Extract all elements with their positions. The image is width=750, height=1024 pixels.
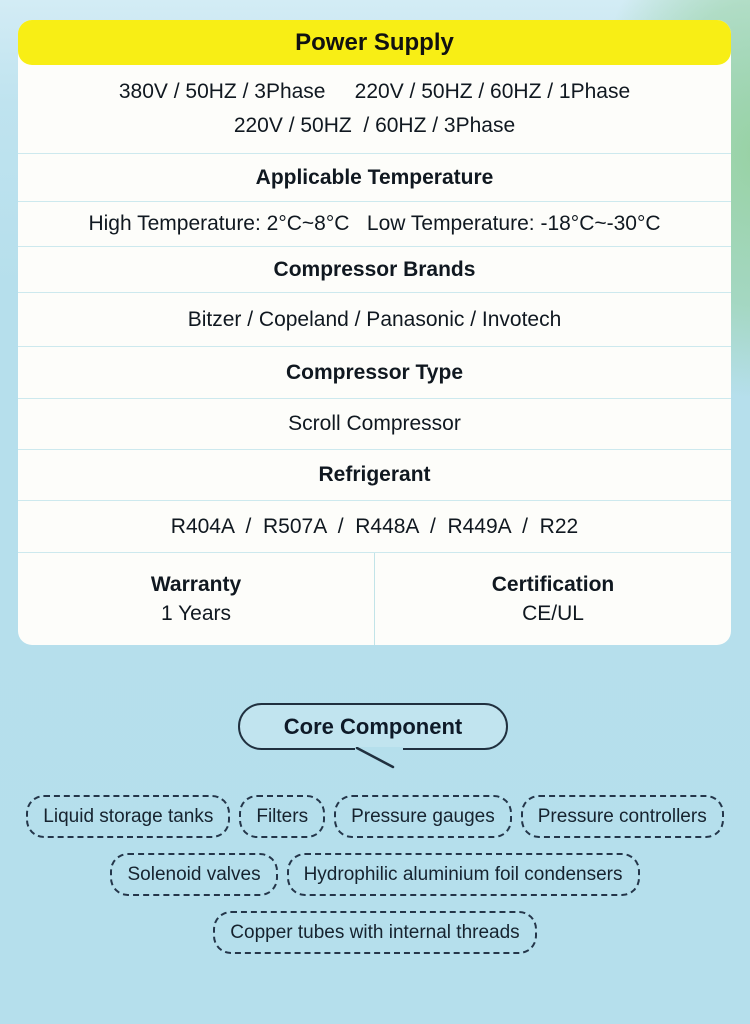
core-component-bubble: Core Component xyxy=(238,703,508,750)
spec-row-power-supply: 380V / 50HZ / 3Phase 220V / 50HZ / 60HZ … xyxy=(18,65,731,153)
spec-label-applicable-temperature: Applicable Temperature xyxy=(18,153,731,201)
chip-pressure-controllers: Pressure controllers xyxy=(520,795,724,838)
core-component-chips: Liquid storage tanks Filters Pressure ga… xyxy=(0,795,750,954)
spec-table-title: Power Supply xyxy=(295,28,454,56)
spec-value-compressor-brands: Bitzer / Copeland / Panasonic / Invotech xyxy=(18,292,731,346)
spec-value-applicable-temperature: High Temperature: 2°C~8°C Low Temperatur… xyxy=(18,201,731,246)
spec-label-refrigerant: Refrigerant xyxy=(18,449,731,500)
chip-copper-tubes: Copper tubes with internal threads xyxy=(213,911,537,954)
spec-label-compressor-brands: Compressor Brands xyxy=(18,246,731,292)
chip-row-1: Liquid storage tanks Filters Pressure ga… xyxy=(0,795,750,838)
core-component-title: Core Component xyxy=(283,713,463,739)
chip-liquid-storage-tanks: Liquid storage tanks xyxy=(26,795,231,838)
chip-hydrophilic-condensers: Hydrophilic aluminium foil condensers xyxy=(286,853,640,896)
spec-value-refrigerant: R404A / R507A / R448A / R449A / R22 xyxy=(18,500,731,552)
spec-table: Power Supply 380V / 50HZ / 3Phase 220V /… xyxy=(18,20,731,645)
warranty-value: 1 Years xyxy=(160,602,232,625)
certification-value: CE/UL xyxy=(522,602,584,625)
chip-pressure-gauges: Pressure gauges xyxy=(334,795,512,838)
power-supply-line-2: 220V / 50HZ / 60HZ / 3Phase xyxy=(233,114,516,137)
spec-row-warranty-certification: Warranty 1 Years Certification CE/UL xyxy=(18,552,731,645)
spec-label-compressor-type: Compressor Type xyxy=(18,346,731,398)
warranty-label: Warranty xyxy=(150,573,242,596)
spec-value-compressor-type: Scroll Compressor xyxy=(18,398,731,449)
power-supply-line-1: 380V / 50HZ / 3Phase 220V / 50HZ / 60HZ … xyxy=(118,80,631,103)
chip-solenoid-valves: Solenoid valves xyxy=(110,853,278,896)
bubble-tail xyxy=(355,747,403,769)
chip-filters: Filters xyxy=(239,795,326,838)
chip-row-2: Solenoid valves Hydrophilic aluminium fo… xyxy=(0,853,750,896)
warranty-cell: Warranty 1 Years xyxy=(18,553,374,645)
chip-row-3: Copper tubes with internal threads xyxy=(0,911,750,954)
certification-cell: Certification CE/UL xyxy=(374,553,731,645)
certification-label: Certification xyxy=(491,573,615,596)
spec-table-header: Power Supply xyxy=(18,20,731,65)
